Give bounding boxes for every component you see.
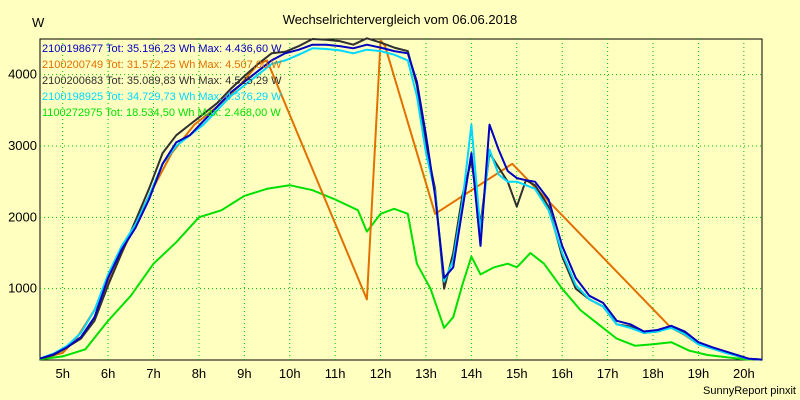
y-axis-unit: W xyxy=(32,15,45,30)
x-axis: 5h 6h 7h 8h 9h 10h 11h 12h 13h 14h 15h 16h 17h 18h 19h… xyxy=(55,366,754,381)
series-line-5 xyxy=(39,184,753,361)
x-tick-label: 14h xyxy=(461,366,483,381)
x-tick-label: 20h xyxy=(733,366,755,381)
x-tick-label: 15h xyxy=(506,366,528,381)
x-tick-label: 5h xyxy=(55,366,69,381)
series-group xyxy=(39,37,763,361)
x-tick-label: 10h xyxy=(279,366,301,381)
x-tick-label: 8h xyxy=(192,366,206,381)
grid-lines xyxy=(40,39,762,360)
x-tick-label: 6h xyxy=(101,366,115,381)
series-line-1 xyxy=(39,43,763,361)
x-tick-label: 7h xyxy=(146,366,160,381)
x-tick-label: 16h xyxy=(551,366,573,381)
y-axis: 1000 2000 3000 4000 xyxy=(8,67,37,296)
plot-area xyxy=(39,38,763,361)
x-tick-label: 19h xyxy=(688,366,710,381)
x-tick-label: 17h xyxy=(597,366,619,381)
x-tick-label: 9h xyxy=(237,366,251,381)
legend-entry-3: 2100200683 Tot: 35.089,83 Wh Max: 4.525,… xyxy=(42,75,282,87)
y-tick-label: 1000 xyxy=(8,281,37,296)
x-tick-label: 13h xyxy=(415,366,437,381)
chart-title: Wechselrichtervergleich vom 06.06.2018 xyxy=(283,12,518,27)
y-tick-label: 4000 xyxy=(8,67,37,82)
legend-entry-2: 2100200749 Tot: 31.572,25 Wh Max: 4.507,… xyxy=(42,59,282,71)
x-tick-label: 12h xyxy=(370,366,392,381)
legend: 2100198677 Tot: 35.196,23 Wh Max: 4.436,… xyxy=(42,43,282,119)
y-tick-label: 2000 xyxy=(8,209,37,224)
legend-entry-4: 2100198925 Tot: 34.729,73 Wh Max: 4.376,… xyxy=(42,91,282,103)
legend-entry-5: 1100272975 Tot: 18.534,50 Wh Max: 2.468,… xyxy=(42,107,281,119)
legend-entry-1: 2100198677 Tot: 35.196,23 Wh Max: 4.436,… xyxy=(42,43,282,55)
x-tick-label: 18h xyxy=(642,366,664,381)
y-tick-label: 3000 xyxy=(8,138,37,153)
x-tick-label: 11h xyxy=(325,366,346,381)
series-line-4 xyxy=(39,47,763,361)
footer-credit: SunnyReport pinxit xyxy=(703,385,796,397)
